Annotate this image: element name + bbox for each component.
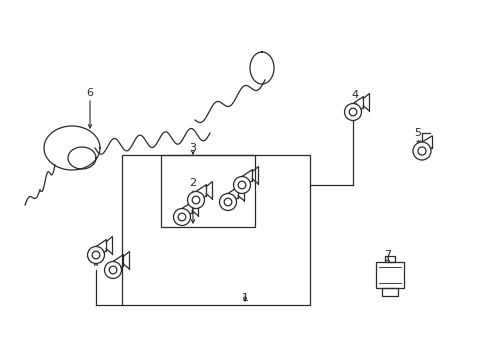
Circle shape [344,104,362,121]
Circle shape [234,176,250,194]
Text: 4: 4 [351,90,359,100]
Bar [385,256,395,262]
Circle shape [192,196,200,204]
Text: 2: 2 [190,178,196,188]
Circle shape [173,208,191,225]
Circle shape [88,247,104,264]
Bar [376,262,404,288]
Circle shape [418,147,426,155]
Circle shape [224,198,232,206]
Circle shape [188,192,204,208]
Bar [382,288,398,296]
Text: 7: 7 [385,250,392,260]
Circle shape [109,266,117,274]
Bar [122,155,310,305]
Circle shape [178,213,186,221]
Circle shape [220,194,237,211]
Circle shape [238,181,246,189]
Bar [161,155,255,227]
Text: 3: 3 [190,143,196,153]
Text: 6: 6 [87,88,94,98]
Circle shape [349,108,357,116]
Circle shape [104,261,122,279]
Text: 5: 5 [415,128,421,138]
Text: 1: 1 [242,293,248,303]
Circle shape [92,251,100,259]
Circle shape [413,142,431,160]
